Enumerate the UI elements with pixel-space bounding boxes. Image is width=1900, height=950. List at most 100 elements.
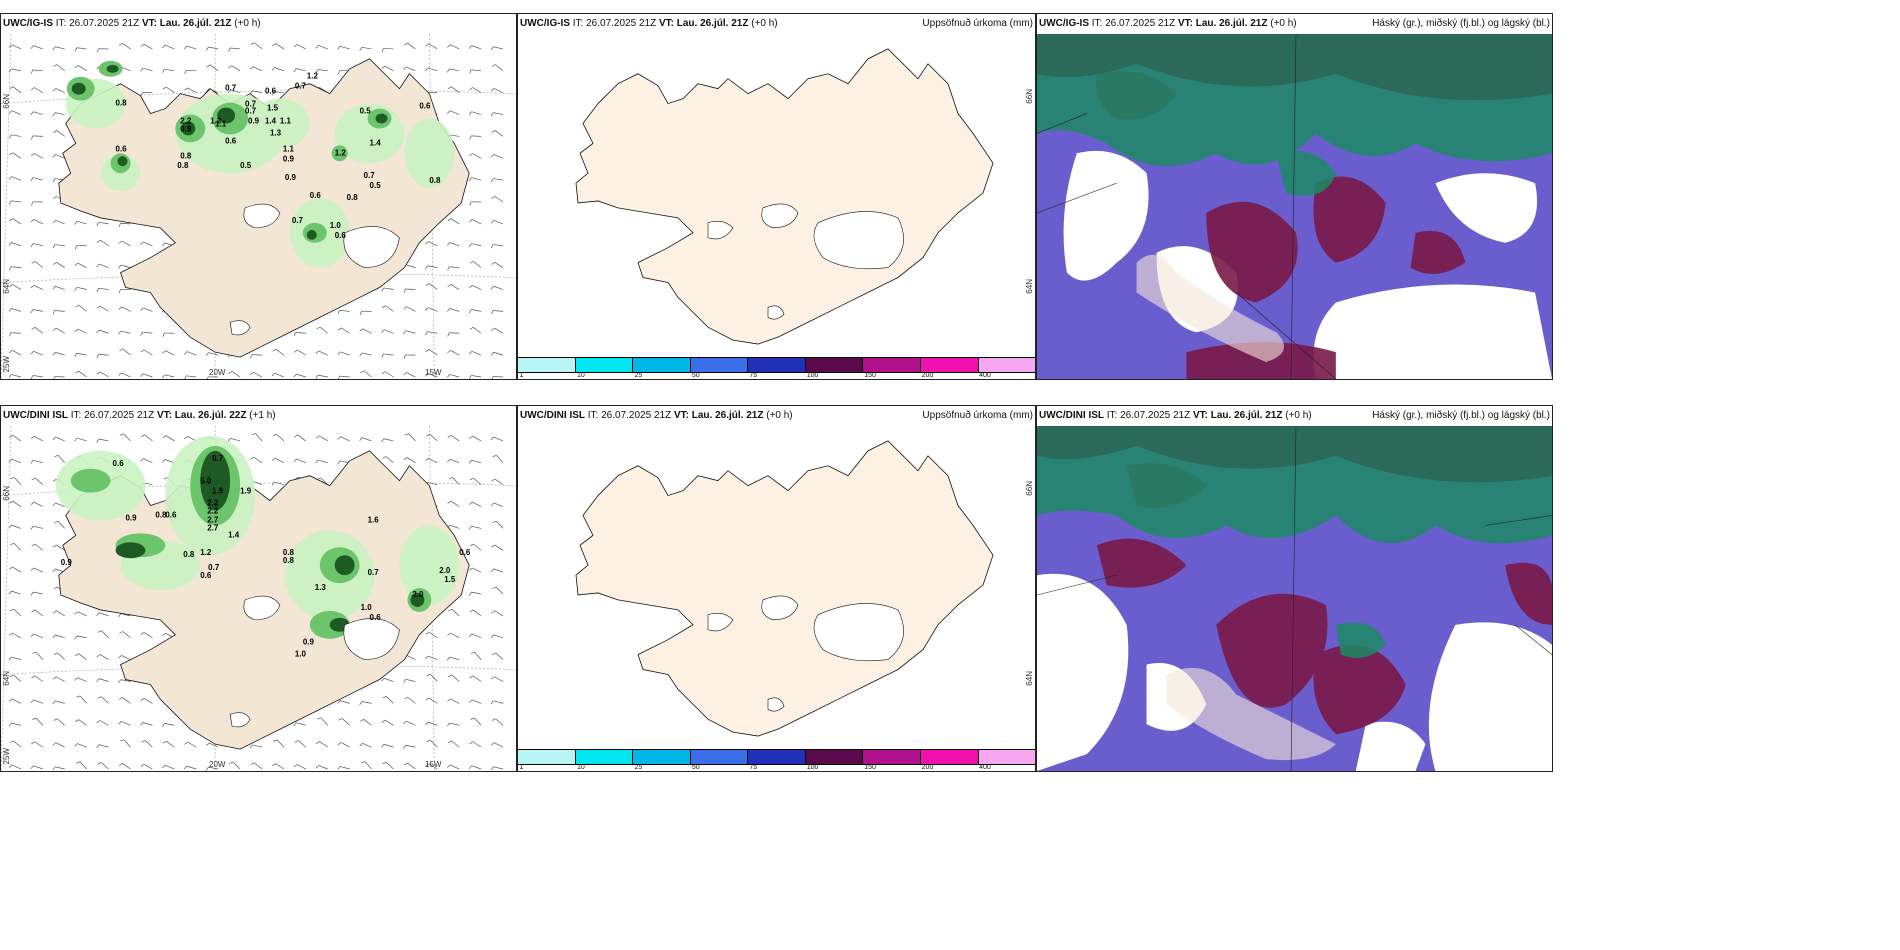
wind-barb — [471, 177, 482, 181]
precip-value-label: 0.7 — [208, 563, 220, 572]
wind-barb-flag — [468, 285, 473, 289]
wind-barb-flag — [52, 352, 56, 356]
colorbar-swatch — [978, 750, 1035, 764]
wind-barb-flag — [52, 310, 56, 315]
wind-barb — [12, 86, 22, 93]
colorbar-swatch — [805, 358, 864, 372]
colorbar-swatch — [575, 750, 634, 764]
wind-barb-flag — [490, 502, 495, 507]
wind-barb-flag — [52, 154, 56, 158]
wind-precip-map[interactable]: 0.7 0.6 5.0 1.9 0.9 0.6 0.8 1.9 2.2 2.2 2.7 2.7 1.4 1… — [1, 426, 516, 771]
wind-barb-flag — [30, 177, 34, 181]
precip-value-label: 0.9 — [248, 116, 260, 125]
wind-barb-flag — [97, 630, 102, 633]
wind-barb — [471, 375, 482, 378]
valid-time: Lau. 26.júl. 21Z — [1210, 410, 1283, 421]
wind-barb-flag — [447, 698, 451, 702]
wind-barb-flag — [490, 178, 494, 183]
precip-value-label: 1.1 — [215, 119, 227, 128]
wind-barb-flag — [468, 633, 473, 638]
wind-barb-flag — [468, 765, 472, 770]
wind-barb-flag — [30, 243, 34, 248]
colorbar-swatch — [920, 358, 979, 372]
wind-barb — [449, 266, 460, 268]
wind-barb-flag — [140, 373, 144, 378]
cloud-cover-map[interactable] — [1037, 426, 1552, 771]
wind-barb — [495, 652, 504, 660]
wind-barb-flag — [140, 307, 144, 312]
accum-precip-map[interactable]: 66N 64N — [518, 34, 1035, 357]
wind-barb — [142, 331, 153, 334]
wind-barb — [473, 261, 482, 268]
wind-barb-flag — [8, 722, 12, 727]
wind-barb — [121, 240, 131, 247]
wind-barb — [187, 87, 197, 93]
wind-barb-flag — [361, 761, 366, 764]
wind-barb — [142, 722, 153, 726]
wind-barb — [427, 655, 438, 660]
lat-label-25w: 25W — [2, 356, 11, 373]
wind-barb — [33, 243, 43, 247]
colorbar-tick-label: 400 — [979, 764, 991, 771]
wind-barb — [98, 221, 109, 225]
wind-barb-flag — [447, 434, 452, 438]
wind-barb — [76, 352, 87, 356]
wind-barb-flag — [74, 677, 78, 681]
wind-barb-flag — [74, 65, 79, 68]
wind-barb — [122, 631, 131, 639]
accum-precip-map[interactable]: 66N 64N — [518, 426, 1035, 749]
wind-barb — [296, 373, 306, 378]
wind-barb — [318, 45, 328, 50]
wind-barb — [450, 764, 460, 770]
colorbar-swatch — [748, 358, 806, 372]
wind-barb — [471, 285, 482, 290]
wind-barb-flag — [9, 566, 13, 570]
wind-barb — [407, 696, 416, 704]
lat-label-66n: 66N — [2, 94, 11, 109]
wind-barb-flag — [491, 676, 495, 680]
wind-barb-flag — [381, 371, 386, 375]
wind-barb — [12, 350, 22, 356]
wind-barb-flag — [97, 762, 102, 765]
map-canvas — [1037, 34, 1552, 379]
wind-barb — [296, 44, 306, 50]
wind-precip-map[interactable]: 0.7 1.2 0.7 0.8 0.7 0.6 0.7 1.5 0.9 1.4 1.1 0.9 2.2 1… — [1, 34, 516, 379]
wind-barb-flag — [74, 287, 78, 291]
wind-barb-flag — [8, 68, 12, 73]
wind-barb-flag — [381, 65, 386, 69]
wind-barb — [428, 458, 438, 464]
lead-time: (+0 h) — [751, 18, 778, 29]
wind-barb-flag — [315, 435, 320, 439]
map-canvas — [575, 48, 994, 345]
wind-barb — [208, 352, 219, 356]
precip-value-label: 1.3 — [315, 583, 327, 592]
wind-barb-flag — [491, 310, 494, 315]
wind-barb-flag — [8, 110, 13, 114]
precip-value-label: 0.7 — [225, 84, 237, 93]
precip-value-label: 2.2 — [207, 499, 219, 508]
wind-barb-flag — [32, 651, 37, 654]
lat-label-66n: 66N — [1025, 481, 1034, 496]
wind-barb — [427, 265, 438, 268]
wind-barb — [473, 477, 482, 485]
wind-barb — [34, 741, 44, 748]
valid-time-label: VT: — [658, 18, 674, 29]
wind-barb — [56, 64, 65, 72]
wind-barb-flag — [469, 69, 472, 74]
wind-barb — [493, 219, 504, 225]
wind-barb-flag — [52, 436, 56, 441]
cloud-cover-map[interactable] — [1037, 34, 1552, 379]
wind-barb-flag — [118, 655, 122, 659]
wind-barb — [451, 86, 460, 93]
wind-barb-flag — [118, 613, 122, 618]
wind-barb-flag — [140, 763, 144, 767]
precip-value-label: 0.6 — [310, 191, 322, 200]
wind-barb-flag — [140, 92, 143, 97]
wind-barb-flag — [382, 696, 387, 699]
wind-barb-flag — [30, 219, 35, 223]
wind-barb — [120, 330, 131, 334]
wind-barb — [471, 350, 482, 356]
map-canvas: 0.70.65.01.90.9 0.60.81.92.22.22.72.71.41… — [1, 426, 516, 771]
wind-barb — [494, 196, 504, 203]
wind-barb — [79, 761, 87, 770]
